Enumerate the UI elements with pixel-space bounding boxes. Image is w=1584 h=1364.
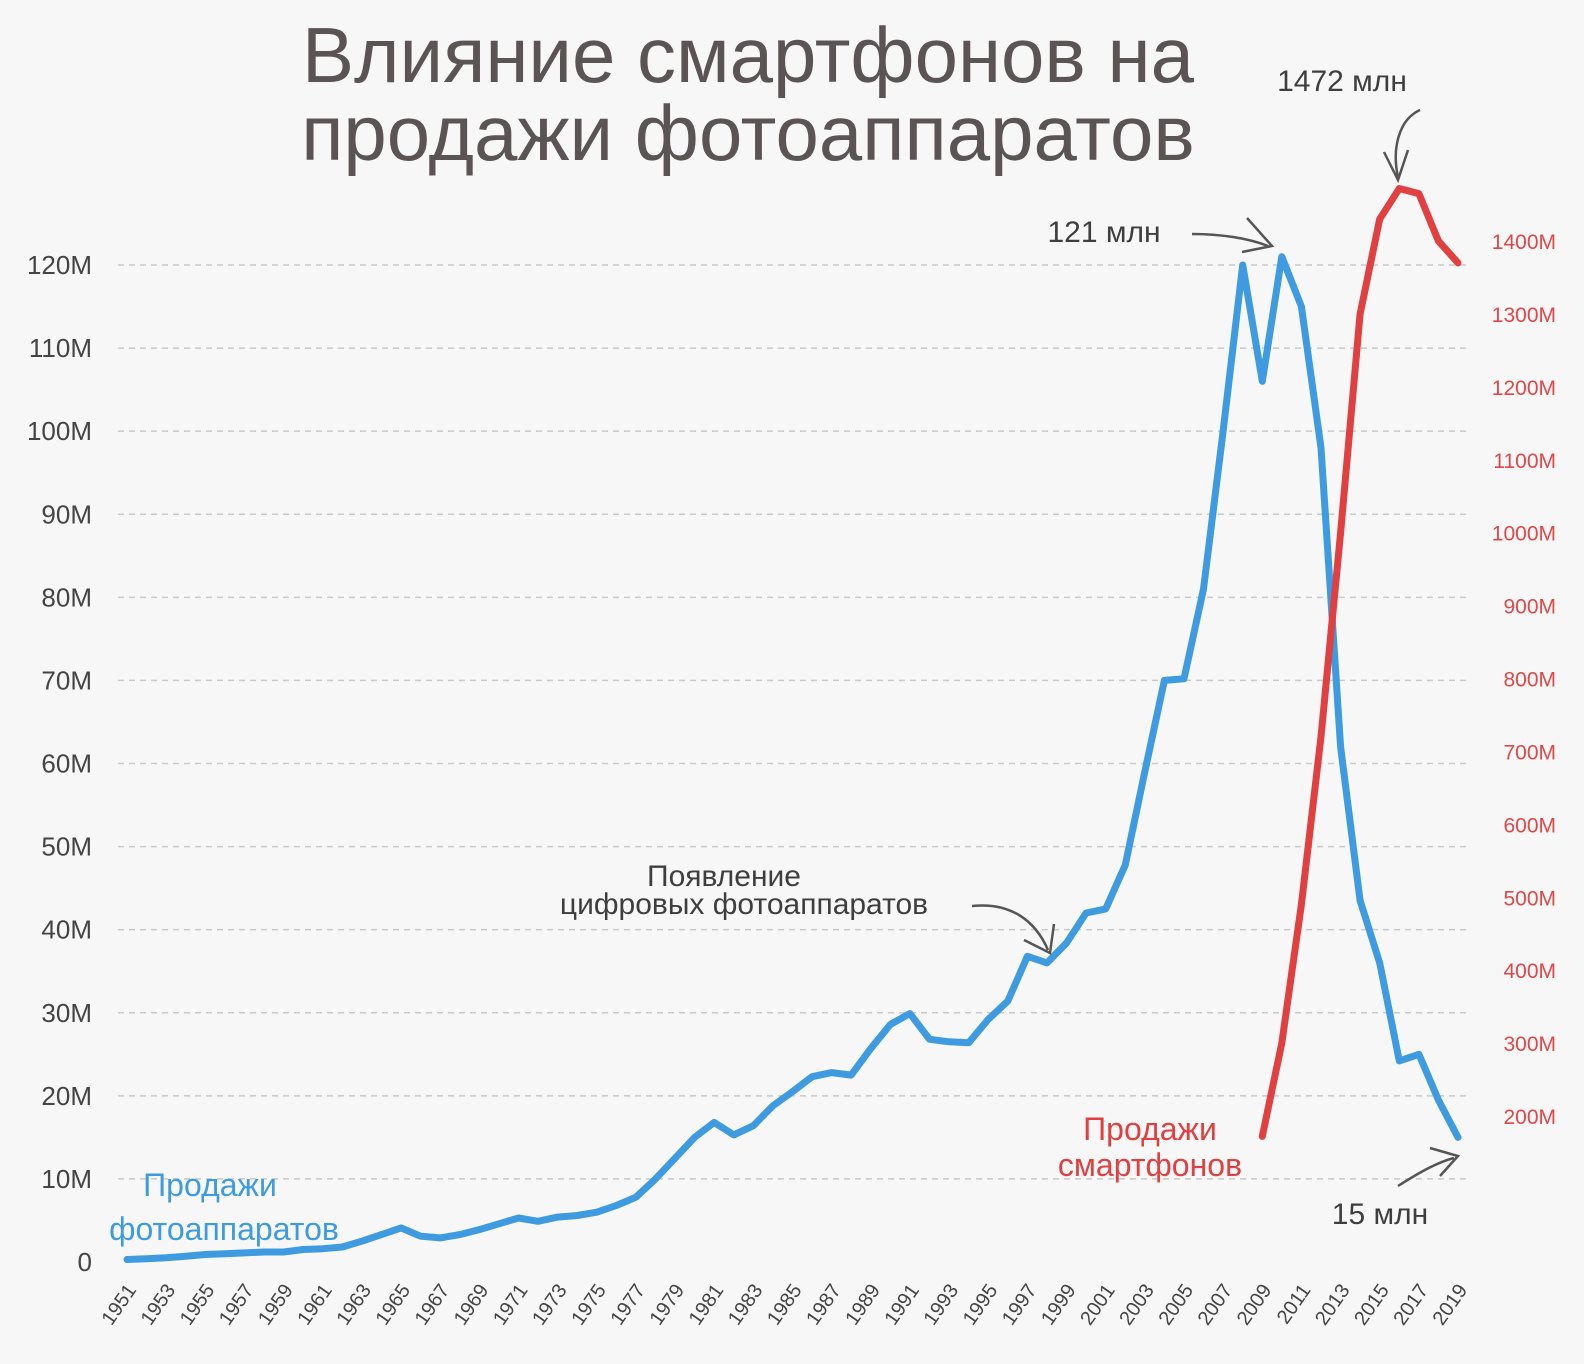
annotation-15: 15 млн bbox=[1332, 1198, 1428, 1231]
left-y-tick-label: 0 bbox=[78, 1247, 92, 1277]
right-y-tick-label: 1300M bbox=[1492, 304, 1556, 327]
right-y-tick-label: 500M bbox=[1503, 887, 1556, 910]
grid-lines bbox=[118, 264, 1468, 1180]
annotation-arrows bbox=[971, 108, 1461, 1188]
x-tick-label: 2017 bbox=[1389, 1280, 1433, 1329]
x-tick-label: 1997 bbox=[998, 1280, 1042, 1329]
left-y-tick-label: 20M bbox=[41, 1081, 92, 1111]
x-axis: 1951195319551957195919611963196519671969… bbox=[98, 1280, 1473, 1329]
x-tick-label: 1961 bbox=[293, 1280, 337, 1329]
right-y-tick-label: 600M bbox=[1503, 814, 1556, 837]
right-y-tick-label: 1200M bbox=[1492, 377, 1556, 400]
x-tick-label: 1963 bbox=[332, 1280, 376, 1329]
x-tick-label: 1991 bbox=[880, 1280, 924, 1329]
right-y-axis: 200M 300M 400M 500M 600M 700M 800M 900M 1000M 110… bbox=[1492, 231, 1556, 1129]
x-tick-label: 1965 bbox=[372, 1280, 416, 1329]
x-tick-label: 2015 bbox=[1350, 1280, 1394, 1329]
annotation-121: 121 млн bbox=[1047, 216, 1160, 249]
right-y-tick-label: 200M bbox=[1503, 1106, 1556, 1129]
series-label-cameras-line-2: фотоаппаратов bbox=[109, 1211, 339, 1247]
left-y-tick-label: 30M bbox=[41, 998, 92, 1028]
annotation-digital-line-2: цифровых фотоаппаратов bbox=[560, 888, 928, 921]
x-tick-label: 1981 bbox=[685, 1280, 729, 1329]
left-y-axis: 0 10M 20M 30M 40M 50M 60M 70M 80M 90M 100M 110M 120M bbox=[27, 250, 92, 1277]
left-y-tick-label: 120M bbox=[27, 250, 92, 280]
x-tick-label: 1987 bbox=[802, 1280, 846, 1329]
left-y-tick-label: 60M bbox=[41, 749, 92, 779]
x-tick-label: 1971 bbox=[489, 1280, 533, 1329]
arrow-digital-line bbox=[971, 904, 1050, 951]
x-tick-label: 2005 bbox=[1155, 1280, 1199, 1329]
arrow-1472-head bbox=[1382, 149, 1410, 184]
x-tick-label: 1951 bbox=[98, 1280, 142, 1329]
right-y-tick-label: 700M bbox=[1503, 741, 1556, 764]
series-line-cameras bbox=[123, 253, 1462, 1263]
x-tick-label: 1969 bbox=[450, 1280, 494, 1329]
series-label-smartphones-line-1: Продажи bbox=[1083, 1111, 1217, 1147]
right-y-tick-label: 800M bbox=[1503, 669, 1556, 692]
x-tick-label: 1955 bbox=[176, 1280, 220, 1329]
right-y-tick-label: 400M bbox=[1503, 960, 1556, 983]
right-y-tick-label: 300M bbox=[1503, 1033, 1556, 1056]
right-y-tick-label: 900M bbox=[1503, 596, 1556, 619]
series-label-cameras-line-1: Продажи bbox=[143, 1167, 277, 1203]
arrow-1472-line bbox=[1394, 108, 1421, 178]
x-tick-label: 2003 bbox=[1115, 1280, 1159, 1329]
left-y-tick-label: 40M bbox=[41, 915, 92, 945]
annotation-1472: 1472 млн bbox=[1277, 65, 1407, 98]
x-tick-label: 2011 bbox=[1273, 1280, 1316, 1328]
x-tick-label: 2001 bbox=[1076, 1280, 1120, 1329]
x-tick-label: 1999 bbox=[1037, 1280, 1081, 1329]
x-tick-label: 2007 bbox=[1194, 1280, 1238, 1329]
left-y-tick-label: 70M bbox=[41, 665, 92, 695]
arrow-15-line bbox=[1397, 1156, 1455, 1188]
arrow-15-head bbox=[1429, 1146, 1461, 1177]
chart-title-line-1: Влияние смартфонов на bbox=[302, 11, 1195, 99]
chart-title-line-2: продажи фотоаппаратов bbox=[301, 89, 1195, 177]
left-y-tick-label: 90M bbox=[41, 499, 92, 529]
x-tick-label: 1995 bbox=[959, 1280, 1003, 1329]
x-tick-label: 2009 bbox=[1233, 1280, 1277, 1329]
x-tick-label: 1975 bbox=[567, 1280, 611, 1329]
x-tick-label: 1967 bbox=[411, 1280, 455, 1329]
series-line-smartphones bbox=[1258, 185, 1462, 1140]
annotation-digital-line-1: Появление bbox=[647, 860, 801, 893]
x-tick-label: 1959 bbox=[254, 1280, 298, 1329]
x-tick-label: 1985 bbox=[763, 1280, 807, 1329]
x-tick-label: 2013 bbox=[1311, 1280, 1355, 1329]
series-lines bbox=[123, 185, 1462, 1263]
arrow-121-line bbox=[1191, 232, 1269, 248]
x-tick-label: 1983 bbox=[724, 1280, 768, 1329]
right-y-tick-label: 1000M bbox=[1492, 523, 1556, 546]
x-tick-label: 1989 bbox=[841, 1280, 885, 1329]
x-tick-label: 1973 bbox=[528, 1280, 572, 1329]
x-tick-label: 1979 bbox=[646, 1280, 690, 1329]
left-y-tick-label: 50M bbox=[41, 832, 92, 862]
arrow-121-head bbox=[1241, 217, 1275, 254]
arrow-digital-head bbox=[1023, 923, 1056, 955]
text-labels: Влияние смартфонов на продажи фотоаппара… bbox=[109, 11, 1428, 1247]
left-y-tick-label: 100M bbox=[27, 416, 92, 446]
left-y-tick-label: 10M bbox=[41, 1164, 92, 1194]
left-y-tick-label: 80M bbox=[41, 582, 92, 612]
x-tick-label: 2019 bbox=[1429, 1280, 1473, 1329]
right-y-tick-label: 1100M bbox=[1493, 450, 1556, 473]
x-tick-label: 1977 bbox=[606, 1280, 650, 1329]
left-y-tick-label: 110M bbox=[29, 333, 92, 363]
x-tick-label: 1993 bbox=[920, 1280, 964, 1329]
right-y-tick-label: 1400M bbox=[1492, 231, 1556, 254]
series-label-smartphones-line-2: смартфонов bbox=[1058, 1147, 1242, 1183]
x-tick-label: 1953 bbox=[137, 1280, 181, 1329]
x-tick-label: 1957 bbox=[215, 1280, 259, 1329]
